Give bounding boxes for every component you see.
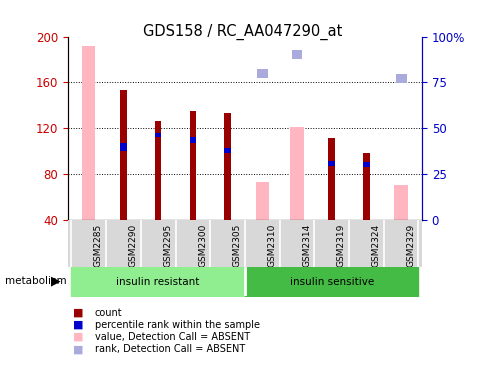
Text: count: count — [94, 308, 122, 318]
Bar — [255, 182, 269, 220]
Bar — [154, 132, 161, 137]
Text: rank, Detection Call = ABSENT: rank, Detection Call = ABSENT — [94, 344, 244, 354]
Text: GSM2310: GSM2310 — [267, 223, 276, 267]
Text: GSM2290: GSM2290 — [128, 223, 137, 267]
Text: GDS158 / RC_AA047290_at: GDS158 / RC_AA047290_at — [142, 24, 342, 40]
Bar — [363, 163, 369, 167]
Text: GSM2285: GSM2285 — [94, 223, 103, 267]
Bar — [82, 46, 95, 220]
Bar — [328, 138, 334, 220]
Bar — [154, 121, 161, 220]
Bar — [224, 147, 230, 153]
Text: ▶: ▶ — [51, 274, 60, 288]
Text: ■: ■ — [73, 308, 83, 318]
Text: GSM2319: GSM2319 — [336, 223, 345, 267]
Text: GSM2324: GSM2324 — [371, 223, 380, 266]
Text: ■: ■ — [73, 332, 83, 342]
Bar — [120, 90, 126, 220]
Text: percentile rank within the sample: percentile rank within the sample — [94, 320, 259, 330]
Bar — [189, 137, 196, 143]
Bar — [224, 113, 230, 220]
Text: ■: ■ — [73, 344, 83, 354]
Text: GSM2314: GSM2314 — [302, 223, 311, 267]
Bar — [393, 185, 407, 220]
Text: insulin resistant: insulin resistant — [116, 277, 199, 287]
Text: GSM2300: GSM2300 — [197, 223, 207, 267]
Bar — [257, 69, 267, 78]
Text: metabolism: metabolism — [5, 276, 66, 286]
Bar — [290, 127, 303, 220]
Bar — [395, 74, 406, 83]
Text: ■: ■ — [73, 320, 83, 330]
Bar — [189, 111, 196, 220]
Bar — [363, 153, 369, 220]
Text: GSM2329: GSM2329 — [406, 223, 414, 267]
Bar — [120, 143, 126, 151]
Bar — [328, 161, 334, 166]
Text: GSM2305: GSM2305 — [232, 223, 242, 267]
Text: GSM2295: GSM2295 — [163, 223, 172, 267]
Bar — [291, 50, 302, 59]
Text: insulin sensitive: insulin sensitive — [289, 277, 373, 287]
Text: value, Detection Call = ABSENT: value, Detection Call = ABSENT — [94, 332, 249, 342]
